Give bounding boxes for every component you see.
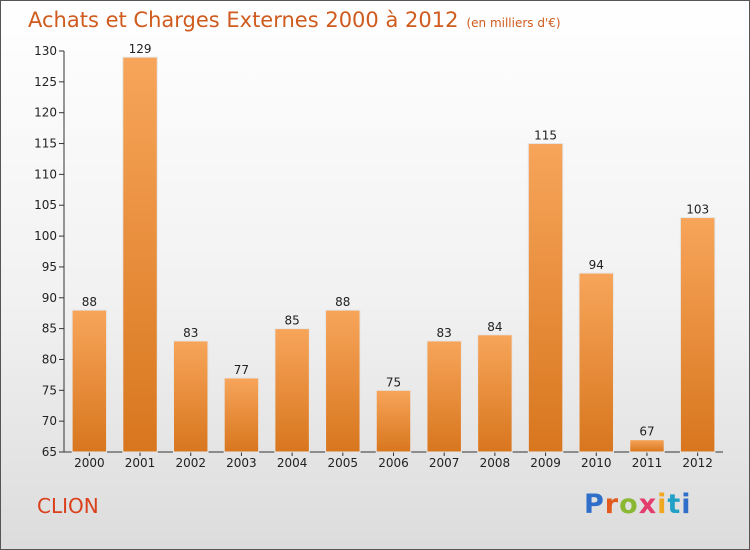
data-label: 88	[82, 295, 97, 309]
data-label: 88	[335, 295, 350, 309]
bar	[223, 377, 260, 453]
data-label: 94	[589, 258, 604, 272]
data-label: 115	[534, 129, 557, 143]
x-tick-label: 2011	[632, 456, 663, 470]
bar	[477, 334, 513, 453]
data-label: 75	[386, 375, 401, 389]
data-label: 83	[437, 326, 452, 340]
y-tick-label: 110	[34, 167, 57, 181]
chart-title: Achats et Charges Externes 2000 à 2012 (e…	[28, 8, 561, 32]
commune-name: CLION	[37, 494, 99, 518]
x-tick-label: 2010	[581, 456, 612, 470]
data-label: 129	[129, 42, 152, 56]
x-tick-label: 2005	[328, 456, 359, 470]
bar	[325, 309, 361, 453]
chart-title-text: Achats et Charges Externes 2000 à 2012	[28, 8, 459, 32]
x-tick-label: 2003	[226, 456, 257, 470]
x-tick-label: 2000	[74, 456, 105, 470]
logo-letter: i	[681, 489, 692, 520]
bar	[375, 389, 412, 453]
bar	[527, 143, 564, 453]
y-tick-label: 65	[42, 445, 57, 459]
x-tick-label: 2009	[530, 456, 561, 470]
data-label: 83	[183, 326, 198, 340]
logo-letter: r	[604, 489, 620, 520]
x-tick-label: 2006	[378, 456, 409, 470]
logo-letter: x	[638, 489, 658, 520]
x-tick-label: 2002	[175, 456, 206, 470]
data-label: 103	[686, 203, 709, 217]
y-tick-label: 85	[42, 322, 57, 336]
bar	[578, 272, 615, 453]
bar	[629, 439, 665, 453]
data-label: 67	[639, 425, 654, 439]
logo-letter: i	[657, 489, 668, 520]
y-tick-label: 105	[34, 198, 57, 212]
logo-letter: P	[584, 489, 605, 520]
data-label: 85	[284, 314, 299, 328]
y-tick-label: 90	[42, 291, 57, 305]
bar	[274, 328, 310, 453]
bar	[172, 340, 209, 453]
x-tick-label: 2012	[682, 456, 713, 470]
y-tick-label: 95	[42, 260, 57, 274]
y-tick-label: 100	[34, 229, 57, 243]
y-tick-label: 125	[34, 75, 57, 89]
chart-axes: 65 70 75 80 85 90 95 100 105 110 115 120 125 130 2000 2…	[34, 44, 723, 470]
y-tick-label: 70	[42, 414, 57, 428]
data-label: 84	[487, 320, 502, 334]
y-tick-label: 130	[34, 44, 57, 58]
proxiti-logo: Proxiti	[584, 489, 692, 520]
bar	[426, 340, 462, 453]
y-tick-label: 75	[42, 383, 57, 397]
y-tick-label: 115	[34, 137, 57, 151]
bar	[679, 217, 716, 453]
logo-letter: o	[619, 489, 639, 520]
bar	[122, 56, 158, 453]
x-tick-label: 2008	[480, 456, 511, 470]
x-tick-label: 2007	[429, 456, 460, 470]
logo-letter: t	[667, 489, 682, 520]
bar	[71, 309, 108, 453]
data-label: 77	[234, 363, 249, 377]
x-tick-label: 2001	[125, 456, 156, 470]
y-tick-label: 120	[34, 106, 57, 120]
chart-bars: 88 129 83 77 85 88 75 83 84 115 94 67 103	[71, 42, 716, 453]
y-tick-label: 80	[42, 352, 57, 366]
chart-subtitle: (en milliers d'€)	[466, 16, 561, 30]
x-tick-label: 2004	[277, 456, 308, 470]
